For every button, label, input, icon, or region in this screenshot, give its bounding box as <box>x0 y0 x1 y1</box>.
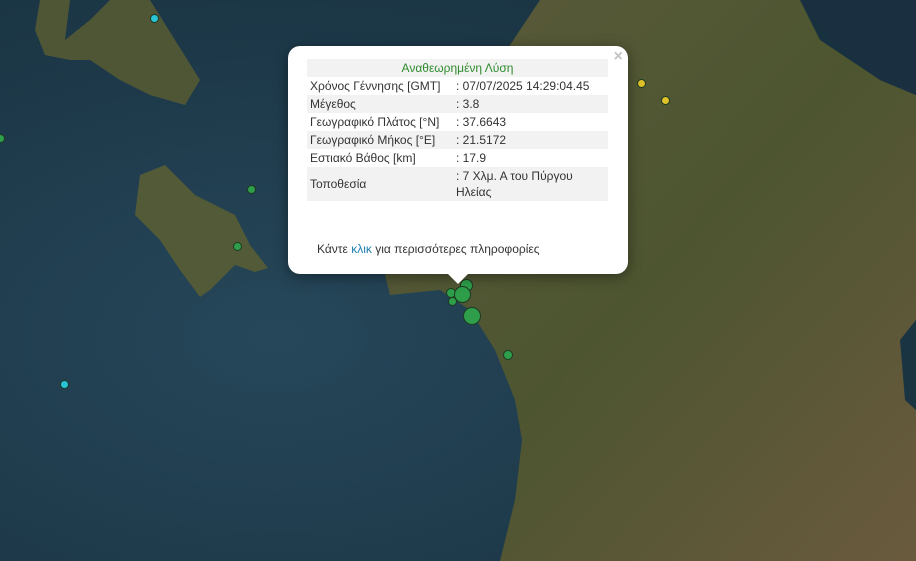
island-kefalonia <box>35 0 200 105</box>
close-icon[interactable]: × <box>613 48 623 65</box>
detail-value: : 7 Χλμ. Α του Πύργου Ηλείας <box>453 167 608 201</box>
detail-label: Χρόνος Γέννησης [GMT] <box>310 79 441 93</box>
earthquake-marker[interactable] <box>0 134 5 143</box>
detail-label: Τοποθεσία <box>307 167 453 201</box>
earthquake-details-table: Αναθεωρημένη Λύση Χρόνος Γέννησης [GMT]:… <box>307 59 608 201</box>
detail-value: : 07/07/2025 14:29:04.45 <box>456 79 590 93</box>
popup-tip <box>448 274 468 284</box>
earthquake-marker[interactable] <box>637 79 646 88</box>
detail-label: Γεωγραφικό Μήκος [°E] <box>307 131 453 149</box>
more-prefix: Κάντε <box>317 242 352 256</box>
earthquake-marker[interactable] <box>463 307 481 325</box>
earthquake-marker[interactable] <box>60 380 69 389</box>
island-zakynthos <box>135 165 268 297</box>
detail-value: : 3.8 <box>453 95 608 113</box>
earthquake-marker-selected[interactable] <box>454 286 471 303</box>
earthquake-marker[interactable] <box>150 14 159 23</box>
detail-value: : 17.9 <box>456 151 487 165</box>
more-suffix: για περισσότερες πληροφορίες <box>371 242 540 256</box>
earthquake-marker[interactable] <box>448 297 457 306</box>
detail-value: : 37.6643 <box>456 115 507 129</box>
earthquake-popup: × Αναθεωρημένη Λύση Χρόνος Γέννησης [GMT… <box>288 46 628 284</box>
earthquake-marker[interactable] <box>503 350 513 360</box>
earthquake-marker[interactable] <box>247 185 256 194</box>
detail-label: Μέγεθος <box>307 95 453 113</box>
more-info-link[interactable]: κλικ <box>351 242 372 256</box>
earthquake-marker[interactable] <box>233 242 242 251</box>
popup-title: Αναθεωρημένη Λύση <box>307 59 608 77</box>
detail-label: Εστιακό Βάθος [km] <box>310 151 416 165</box>
earthquake-marker[interactable] <box>661 96 670 105</box>
mainland-peloponnese <box>385 0 916 561</box>
detail-value: : 21.5172 <box>453 131 608 149</box>
more-info-text: Κάντε κλικ για περισσότερες πληροφορίες <box>317 242 540 256</box>
detail-label: Γεωγραφικό Πλάτος [°N] <box>310 115 440 129</box>
